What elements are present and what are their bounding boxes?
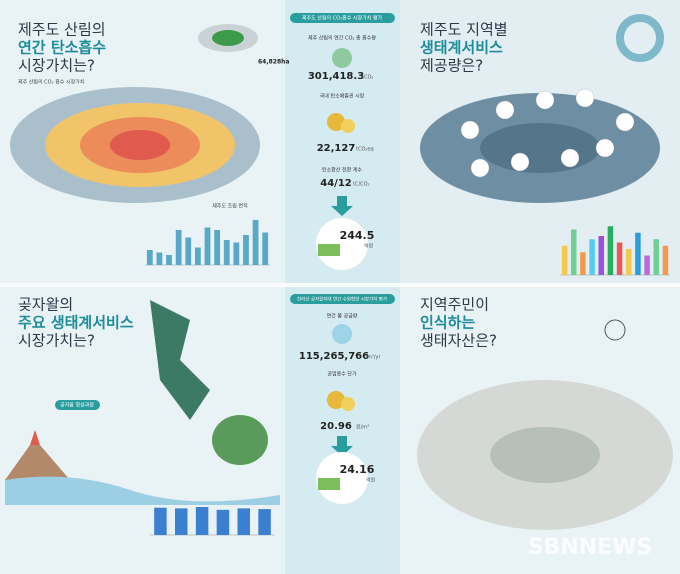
arrow	[331, 436, 353, 456]
title: 곶자왈의	[18, 296, 73, 314]
volcano	[5, 445, 70, 480]
value: 20.96	[320, 421, 352, 432]
bar	[185, 237, 192, 265]
area: 64,828ha	[258, 59, 289, 66]
bar	[252, 220, 259, 265]
title: 제공량은?	[420, 57, 483, 75]
bar	[262, 232, 269, 265]
bar	[580, 252, 586, 275]
bar	[598, 236, 604, 275]
bar	[571, 229, 577, 275]
result-value: 244.5	[340, 229, 375, 242]
unit: tC/CO₂	[353, 182, 370, 188]
bar	[195, 507, 209, 535]
unit: 원/m³	[356, 424, 369, 431]
bar	[237, 508, 250, 535]
heatmap	[110, 130, 170, 160]
bar	[195, 247, 201, 265]
title: 시장가치는?	[18, 57, 95, 75]
value: 22,127	[317, 143, 356, 154]
unit: tCO₂	[362, 75, 373, 81]
bar	[175, 508, 188, 535]
pill	[55, 400, 100, 410]
value: 44/12	[320, 178, 352, 189]
unit: tCO₂eq	[356, 147, 374, 153]
result-circle	[316, 218, 368, 270]
result-value: 24.16	[340, 463, 375, 476]
coin-icon	[327, 391, 345, 409]
bar	[216, 509, 230, 535]
bar	[258, 509, 271, 535]
money-icon	[318, 244, 340, 256]
result-unit: 억원	[366, 477, 376, 484]
title: 생태계서비스	[420, 39, 503, 57]
icon	[332, 324, 352, 344]
label: 제주 산림의 연간 CO₂ 총 흡수량	[308, 35, 376, 42]
icon	[604, 319, 626, 341]
bar	[243, 235, 249, 265]
bar	[233, 242, 240, 265]
arrow	[331, 196, 353, 216]
lava	[30, 430, 40, 445]
bar	[662, 245, 669, 275]
bar	[561, 245, 568, 275]
title: 인식하는	[420, 314, 475, 332]
coin-icon	[341, 397, 355, 411]
bar	[154, 507, 167, 535]
bar	[616, 242, 623, 275]
title: 주요 생태계서비스	[18, 314, 134, 332]
bar	[214, 230, 220, 265]
watermark: SBNNEWS	[528, 535, 653, 560]
bar	[156, 252, 163, 265]
process-label: 곶자왈 형성과정	[60, 402, 94, 409]
title: 생태자산은?	[420, 332, 497, 350]
coin-icon	[327, 113, 345, 131]
header: 제주도 산림의 CO₂흡수 시장가치 평가	[302, 15, 383, 22]
bar	[653, 239, 659, 275]
label: 탄소환산 전환 계수	[322, 167, 362, 174]
bar	[166, 255, 172, 265]
pill	[290, 13, 395, 23]
map	[480, 123, 600, 173]
bar	[175, 230, 182, 265]
label: 공업용수 단가	[327, 371, 357, 378]
wheel-icon	[616, 14, 664, 62]
map	[150, 300, 210, 420]
mini-map-forest	[212, 30, 244, 46]
value: 115,265,766	[299, 351, 369, 362]
map-legend: 제주 산림의 CO₂ 흡수 시장가치	[18, 79, 84, 86]
money-icon	[318, 478, 340, 490]
bar	[635, 232, 641, 275]
bar	[589, 239, 595, 275]
title: 시장가치는?	[18, 332, 95, 350]
map	[212, 415, 268, 465]
unit: m³/yr	[367, 355, 382, 361]
label: 국내 탄소배출권 시장	[320, 93, 365, 100]
groundwater	[5, 476, 280, 505]
icon	[332, 48, 352, 68]
bar	[607, 226, 614, 275]
label: 연간 물 공급량	[327, 313, 358, 320]
title: 연간 탄소흡수	[18, 39, 106, 57]
header: 한라산 곶자왈지대 연간 수원함양 시장가치 평가	[297, 296, 387, 303]
result-circle	[316, 452, 368, 504]
title: 지역주민이	[420, 296, 489, 314]
coin-icon	[341, 119, 355, 133]
bar	[223, 240, 230, 265]
title: 제주도 산림의	[18, 21, 106, 39]
pill	[290, 294, 395, 304]
title: 제주도 지역별	[420, 21, 508, 39]
bar	[204, 227, 211, 265]
bar	[626, 249, 632, 275]
chart-title: 제주도 조림 면적	[212, 203, 247, 210]
value: 301,418.3	[308, 71, 364, 82]
map	[490, 427, 600, 483]
result-unit: 억원	[364, 243, 374, 250]
bar	[644, 255, 650, 275]
divider	[0, 283, 680, 287]
pie-icons	[460, 88, 635, 178]
bar	[146, 250, 153, 265]
